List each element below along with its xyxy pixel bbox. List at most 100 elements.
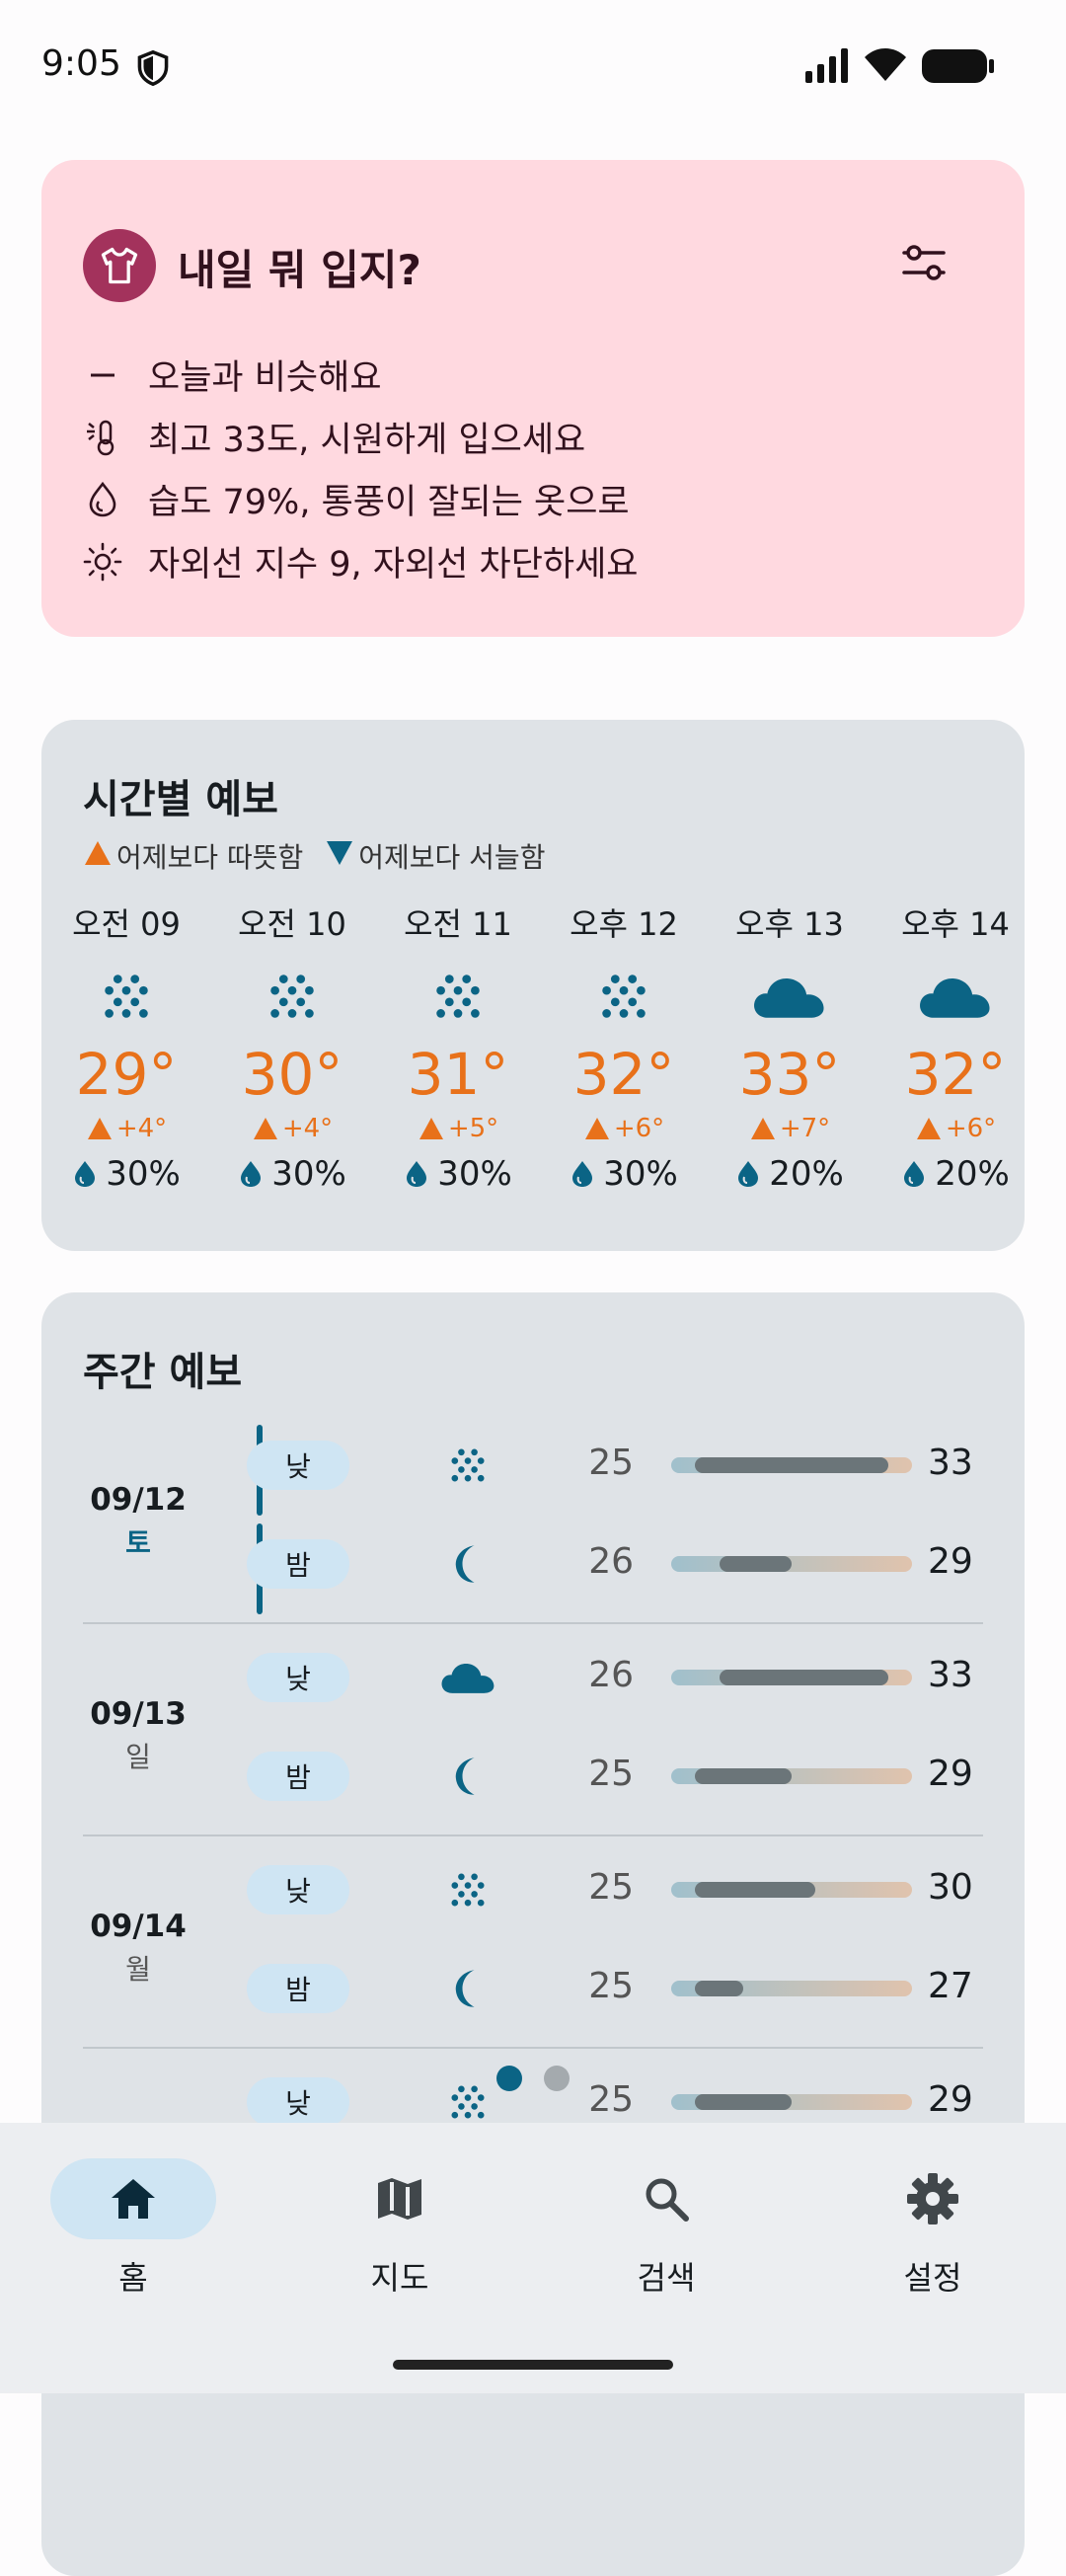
hour-temp-diff: +7° bbox=[707, 1109, 873, 1148]
shield-icon bbox=[136, 49, 170, 87]
what-to-wear-card[interactable]: 내일 뭐 입지? 오늘과 비슷해요 최고 33도, 시원하게 입으세요 습도 7… bbox=[41, 160, 1025, 637]
night-min-temp: 25 bbox=[588, 1754, 634, 1794]
raindrop-icon bbox=[241, 1161, 262, 1187]
day-max-temp: 29 bbox=[928, 2079, 973, 2120]
tip-similar: 오늘과 비슷해요 bbox=[83, 350, 382, 400]
hour-rain-chance: 20% bbox=[873, 1154, 1025, 1194]
night-temp-range-bar bbox=[671, 1768, 912, 1784]
day-row[interactable]: 09/14 월 낮 25 30 밤 25 27 bbox=[83, 1847, 983, 2060]
night-temp-range-bar bbox=[671, 1981, 912, 1996]
hour-temperature: 29° bbox=[75, 1041, 178, 1108]
nav-settings[interactable]: 설정 bbox=[800, 2158, 1066, 2299]
settings-icon bbox=[850, 2158, 1016, 2239]
hour-column[interactable]: 오후 14 32° +6° 20% bbox=[873, 899, 1025, 1194]
moon-icon bbox=[438, 1539, 497, 1589]
night-pill: 밤 bbox=[247, 1752, 349, 1801]
hour-time: 오전 10 bbox=[238, 905, 346, 943]
home-indicator[interactable] bbox=[393, 2360, 673, 2370]
card-title: 내일 뭐 입지? bbox=[178, 246, 421, 294]
nav-label: 검색 bbox=[637, 2259, 696, 2297]
tip-text: 최고 33도, 시원하게 입으세요 bbox=[148, 421, 586, 460]
hour-temp-diff: +4° bbox=[43, 1109, 209, 1148]
hourly-forecast-card[interactable]: 시간별 예보 어제보다 따뜻함 어제보다 서늘함 오전 09 29° +4° 30% 오… bbox=[41, 720, 1025, 1251]
raindrop-icon bbox=[407, 1161, 427, 1187]
day-row[interactable]: 09/13 일 낮 26 33 밤 25 29 bbox=[83, 1635, 983, 1847]
hour-column[interactable]: 오후 12 32° +6° 30% bbox=[541, 899, 707, 1194]
pager-dot[interactable] bbox=[544, 2066, 570, 2091]
day-row[interactable]: 09/12 토 낮 25 33 밤 26 29 bbox=[83, 1423, 983, 1635]
hour-column[interactable]: 오전 11 31° +5° 30% bbox=[375, 899, 541, 1194]
day-date: 09/12 bbox=[90, 1482, 187, 1518]
up-triangle-icon bbox=[83, 839, 113, 874]
day-max-temp: 33 bbox=[928, 1655, 973, 1695]
battery-icon bbox=[922, 49, 995, 87]
day-temp-range-bar bbox=[671, 2094, 912, 2110]
map-icon bbox=[317, 2158, 483, 2239]
cloud-icon bbox=[873, 959, 1025, 1034]
hour-column[interactable]: 오전 10 30° +4° 30% bbox=[209, 899, 375, 1194]
tip-uv: 자외선 지수 9, 자외선 차단하세요 bbox=[83, 536, 639, 586]
tip-text: 습도 79%, 통풍이 잘되는 옷으로 bbox=[148, 483, 630, 522]
up-triangle-icon bbox=[750, 1118, 775, 1139]
rain-dots-icon bbox=[438, 1865, 497, 1914]
raindrop-icon bbox=[75, 1161, 96, 1187]
hour-time: 오후 12 bbox=[570, 905, 678, 943]
hour-temperature: 31° bbox=[407, 1041, 509, 1108]
up-triangle-icon bbox=[916, 1118, 941, 1139]
rain-dots-icon bbox=[541, 959, 707, 1034]
hour-rain-chance: 20% bbox=[707, 1154, 873, 1194]
hour-time: 오후 13 bbox=[735, 905, 844, 943]
night-max-temp: 29 bbox=[928, 1541, 973, 1582]
hour-column[interactable]: 오후 13 33° +7° 20% bbox=[707, 899, 873, 1194]
sun-icon bbox=[83, 542, 122, 582]
nav-label: 홈 bbox=[118, 2259, 148, 2297]
row-divider bbox=[83, 2047, 983, 2049]
signal-icon bbox=[803, 47, 851, 87]
day-min-temp: 25 bbox=[588, 2079, 634, 2120]
thermometer-icon bbox=[83, 418, 122, 457]
raindrop-icon bbox=[738, 1161, 759, 1187]
pager-dot-active[interactable] bbox=[496, 2066, 522, 2091]
night-pill: 밤 bbox=[247, 1539, 349, 1589]
rain-dots-icon bbox=[438, 1441, 497, 1490]
raindrop-icon bbox=[572, 1161, 593, 1187]
hour-temp-diff: +4° bbox=[209, 1109, 375, 1148]
bottom-navigation: 홈 지도 검색 설정 bbox=[0, 2123, 1066, 2393]
cloud-icon bbox=[438, 1653, 497, 1702]
shirt-icon bbox=[83, 229, 156, 302]
nav-map[interactable]: 지도 bbox=[266, 2158, 533, 2299]
nav-home[interactable]: 홈 bbox=[0, 2158, 266, 2299]
hour-temperature: 32° bbox=[572, 1041, 675, 1108]
hour-column[interactable]: 오전 09 29° +4° 30% bbox=[43, 899, 209, 1194]
moon-icon bbox=[438, 1752, 497, 1801]
moon-icon bbox=[438, 1964, 497, 2013]
hour-rain-chance: 30% bbox=[209, 1154, 375, 1194]
cloud-icon bbox=[707, 959, 873, 1034]
hour-time: 오전 11 bbox=[404, 905, 512, 943]
hour-temperature: 30° bbox=[241, 1041, 343, 1108]
raindrop-icon bbox=[904, 1161, 925, 1187]
dash-icon bbox=[83, 355, 122, 395]
day-temp-range-bar bbox=[671, 1670, 912, 1685]
row-divider bbox=[83, 1834, 983, 1836]
day-date: 09/14 bbox=[90, 1909, 187, 1944]
nav-label: 설정 bbox=[903, 2259, 962, 2297]
rain-dots-icon bbox=[43, 959, 209, 1034]
up-triangle-icon bbox=[419, 1118, 443, 1139]
day-weekday: 일 bbox=[125, 1741, 151, 1773]
hour-temperature: 32° bbox=[904, 1041, 1007, 1108]
day-max-temp: 33 bbox=[928, 1443, 973, 1483]
tune-icon[interactable] bbox=[892, 231, 955, 294]
tip-text: 오늘과 비슷해요 bbox=[148, 358, 382, 398]
hour-temperature: 33° bbox=[738, 1041, 841, 1108]
humidity-icon bbox=[83, 480, 122, 519]
day-date: 09/13 bbox=[90, 1696, 187, 1732]
day-pill: 낮 bbox=[247, 1441, 349, 1490]
legend-warmer: 어제보다 따뜻함 bbox=[116, 841, 304, 874]
legend-cooler: 어제보다 서늘함 bbox=[358, 841, 546, 874]
hour-temp-diff: +6° bbox=[873, 1109, 1025, 1148]
nav-search[interactable]: 검색 bbox=[533, 2158, 800, 2299]
rain-dots-icon bbox=[375, 959, 541, 1034]
day-pill: 낮 bbox=[247, 1865, 349, 1914]
hour-time: 오전 09 bbox=[72, 905, 181, 943]
